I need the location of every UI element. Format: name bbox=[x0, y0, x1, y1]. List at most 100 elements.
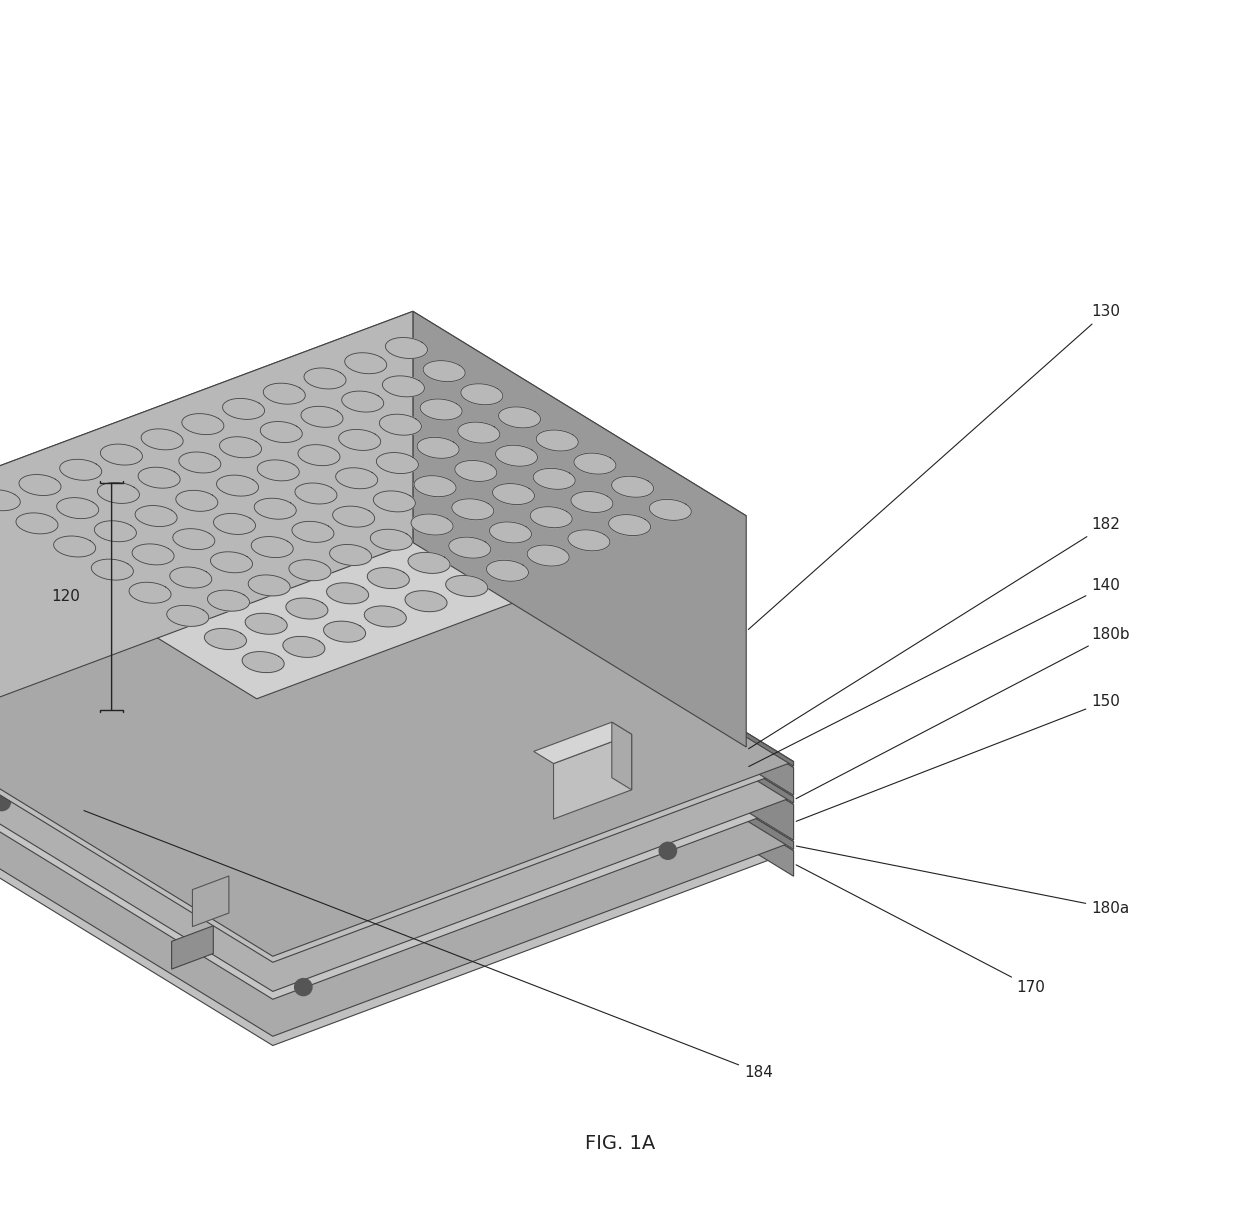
Polygon shape bbox=[255, 879, 298, 902]
Polygon shape bbox=[496, 445, 537, 466]
Polygon shape bbox=[286, 632, 331, 655]
Polygon shape bbox=[138, 467, 180, 488]
Polygon shape bbox=[162, 849, 207, 871]
Polygon shape bbox=[451, 499, 494, 520]
Polygon shape bbox=[548, 666, 593, 689]
Circle shape bbox=[295, 978, 312, 996]
Polygon shape bbox=[593, 694, 637, 716]
Polygon shape bbox=[551, 710, 594, 731]
Polygon shape bbox=[118, 739, 162, 762]
Polygon shape bbox=[341, 959, 386, 981]
Polygon shape bbox=[553, 734, 631, 819]
Polygon shape bbox=[179, 452, 221, 473]
Polygon shape bbox=[413, 312, 746, 747]
Polygon shape bbox=[554, 796, 599, 819]
Polygon shape bbox=[120, 865, 164, 888]
Polygon shape bbox=[533, 722, 631, 763]
Polygon shape bbox=[0, 744, 32, 765]
Polygon shape bbox=[0, 525, 397, 747]
Polygon shape bbox=[211, 963, 255, 986]
Polygon shape bbox=[0, 607, 397, 828]
Text: 140: 140 bbox=[749, 578, 1120, 767]
Polygon shape bbox=[304, 368, 346, 389]
Polygon shape bbox=[156, 719, 201, 742]
Polygon shape bbox=[176, 490, 218, 511]
Polygon shape bbox=[536, 430, 578, 452]
Polygon shape bbox=[115, 779, 160, 801]
Polygon shape bbox=[263, 383, 305, 404]
Polygon shape bbox=[397, 525, 794, 796]
Polygon shape bbox=[510, 852, 554, 875]
Polygon shape bbox=[423, 360, 465, 382]
Polygon shape bbox=[182, 414, 224, 434]
Polygon shape bbox=[0, 561, 397, 791]
Polygon shape bbox=[136, 806, 179, 829]
Polygon shape bbox=[371, 529, 413, 550]
Polygon shape bbox=[339, 832, 383, 854]
Polygon shape bbox=[367, 567, 409, 589]
Polygon shape bbox=[0, 783, 30, 806]
Polygon shape bbox=[73, 795, 118, 817]
Polygon shape bbox=[0, 518, 397, 718]
Polygon shape bbox=[376, 769, 420, 792]
Polygon shape bbox=[210, 920, 253, 943]
Polygon shape bbox=[339, 430, 381, 450]
Polygon shape bbox=[53, 535, 95, 557]
Polygon shape bbox=[383, 943, 428, 965]
Polygon shape bbox=[260, 421, 303, 443]
Polygon shape bbox=[574, 453, 616, 475]
Polygon shape bbox=[424, 884, 469, 907]
Polygon shape bbox=[289, 560, 331, 581]
Polygon shape bbox=[31, 811, 74, 834]
Polygon shape bbox=[332, 506, 374, 527]
Polygon shape bbox=[373, 643, 418, 666]
Polygon shape bbox=[0, 598, 794, 1037]
Polygon shape bbox=[160, 806, 205, 829]
Polygon shape bbox=[335, 829, 379, 852]
Polygon shape bbox=[337, 789, 382, 812]
Polygon shape bbox=[203, 790, 248, 813]
Polygon shape bbox=[595, 820, 639, 842]
Polygon shape bbox=[122, 825, 166, 848]
Polygon shape bbox=[386, 337, 428, 359]
Polygon shape bbox=[459, 695, 503, 717]
Polygon shape bbox=[329, 699, 373, 722]
Polygon shape bbox=[0, 312, 413, 725]
Polygon shape bbox=[459, 611, 503, 634]
Polygon shape bbox=[16, 512, 58, 534]
Text: 170: 170 bbox=[796, 865, 1045, 994]
Polygon shape bbox=[254, 498, 296, 520]
Polygon shape bbox=[503, 639, 548, 661]
Polygon shape bbox=[335, 746, 379, 768]
Text: 180a: 180a bbox=[796, 846, 1130, 915]
Text: 150: 150 bbox=[796, 694, 1120, 821]
Polygon shape bbox=[210, 836, 253, 859]
Polygon shape bbox=[285, 598, 327, 619]
Polygon shape bbox=[490, 522, 532, 543]
Polygon shape bbox=[17, 733, 60, 756]
Polygon shape bbox=[418, 753, 463, 776]
Polygon shape bbox=[0, 561, 794, 999]
Polygon shape bbox=[376, 453, 418, 473]
Polygon shape bbox=[246, 613, 288, 634]
Polygon shape bbox=[383, 859, 428, 882]
Polygon shape bbox=[531, 506, 572, 528]
Polygon shape bbox=[29, 684, 73, 707]
Polygon shape bbox=[506, 765, 549, 787]
Polygon shape bbox=[469, 828, 513, 851]
Polygon shape bbox=[77, 881, 122, 904]
Text: 130: 130 bbox=[748, 304, 1120, 629]
Polygon shape bbox=[417, 711, 460, 733]
Polygon shape bbox=[377, 729, 422, 752]
Polygon shape bbox=[424, 801, 469, 823]
Circle shape bbox=[404, 650, 424, 669]
Polygon shape bbox=[345, 353, 387, 374]
Polygon shape bbox=[554, 879, 599, 902]
Polygon shape bbox=[162, 765, 207, 789]
Polygon shape bbox=[165, 892, 208, 915]
Text: 182: 182 bbox=[749, 517, 1120, 748]
Polygon shape bbox=[469, 910, 513, 933]
Polygon shape bbox=[243, 647, 288, 671]
Polygon shape bbox=[42, 783, 84, 806]
Polygon shape bbox=[461, 383, 503, 405]
